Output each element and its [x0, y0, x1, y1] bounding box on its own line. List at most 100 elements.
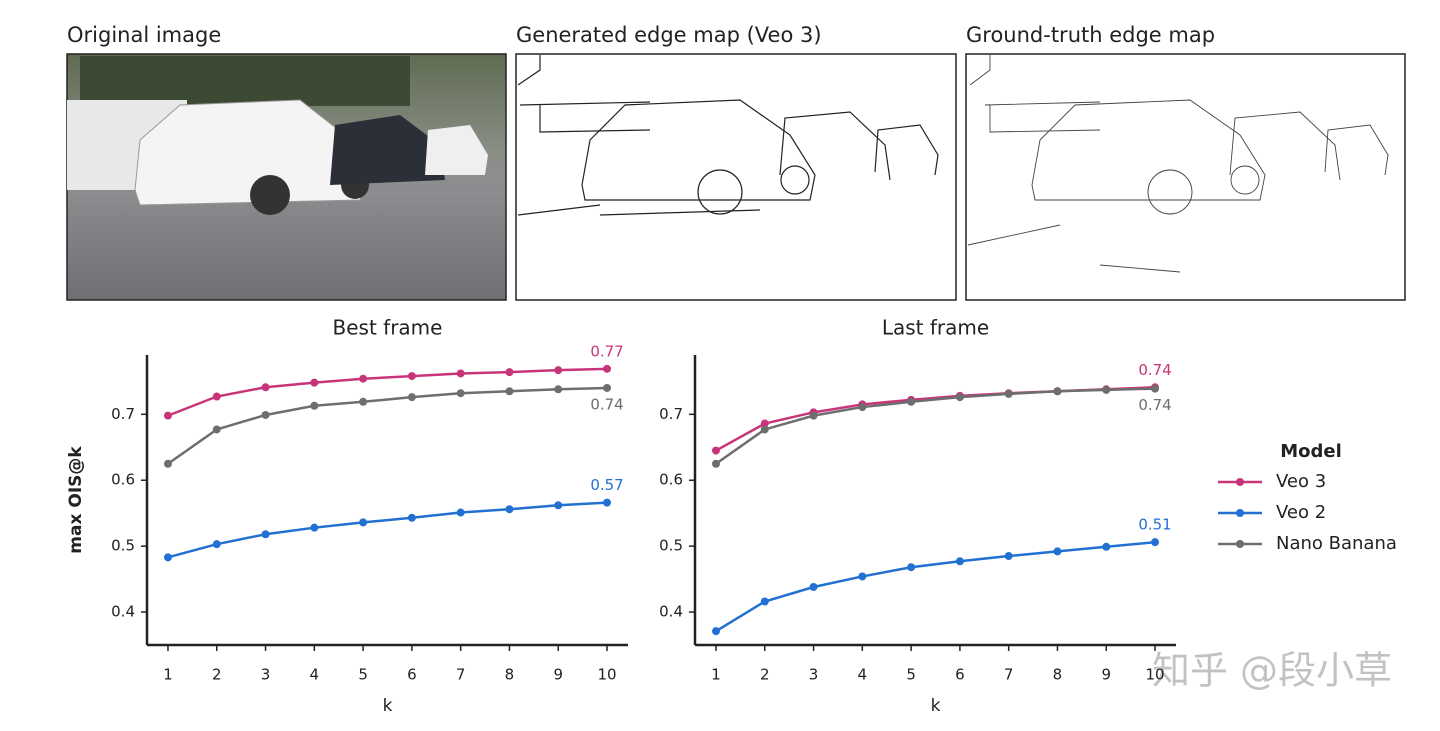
generated-edge-map [515, 53, 957, 301]
x-tick-label: 1 [163, 666, 173, 684]
point [809, 411, 818, 420]
value-label: 0.74 [590, 395, 623, 413]
chart-title: Last frame [882, 316, 989, 340]
point [1004, 389, 1013, 398]
series-line [167, 501, 608, 559]
point [1004, 552, 1013, 561]
point [407, 393, 416, 402]
y-tick-label: 0.6 [111, 471, 135, 489]
point [261, 530, 270, 539]
x-tick-label: 2 [760, 666, 770, 684]
legend-label: Veo 2 [1276, 502, 1326, 523]
point [456, 389, 465, 398]
point [1151, 538, 1160, 547]
point [907, 397, 916, 406]
point [1151, 384, 1160, 393]
x-tick-label: 8 [505, 666, 515, 684]
x-tick-label: 4 [858, 666, 868, 684]
point [1053, 547, 1062, 556]
point [261, 383, 270, 392]
x-tick-label: 5 [358, 666, 368, 684]
series-line [715, 386, 1156, 452]
point [907, 563, 916, 572]
point [1053, 387, 1062, 396]
ground-truth-edge-map [965, 53, 1406, 301]
legend-label: Nano Banana [1276, 533, 1397, 554]
x-tick-label: 3 [261, 666, 271, 684]
panel-title: Original image [67, 23, 221, 47]
point [711, 627, 720, 636]
x-tick-label: 9 [553, 666, 563, 684]
point [955, 393, 964, 402]
y-tick-label: 0.5 [659, 537, 683, 555]
point [505, 368, 514, 377]
point [163, 411, 172, 420]
point [554, 501, 563, 510]
y-tick-label: 0.7 [659, 405, 683, 423]
point [603, 383, 612, 392]
legend-label: Veo 3 [1276, 471, 1326, 492]
x-tick-label: 10 [597, 666, 616, 684]
legend-marker [1236, 478, 1244, 486]
point [711, 459, 720, 468]
point [261, 410, 270, 419]
x-tick-label: 7 [456, 666, 466, 684]
point [456, 508, 465, 517]
point [760, 419, 769, 428]
point [359, 518, 368, 527]
series-line [167, 367, 608, 417]
y-tick-label: 0.4 [111, 603, 135, 621]
x-tick-label: 6 [407, 666, 417, 684]
point [603, 364, 612, 373]
series-line [715, 540, 1156, 633]
point [955, 557, 964, 566]
point [858, 572, 867, 581]
value-label: 0.74 [1138, 361, 1171, 379]
point [505, 387, 514, 396]
point [359, 374, 368, 383]
x-tick-label: 9 [1101, 666, 1111, 684]
x-axis-label: k [931, 696, 941, 716]
point [1102, 542, 1111, 551]
point [554, 385, 563, 394]
point [407, 513, 416, 522]
x-tick-label: 3 [809, 666, 819, 684]
point [809, 583, 818, 591]
point [163, 553, 172, 562]
point [310, 378, 319, 387]
value-label: 0.51 [1138, 516, 1171, 534]
y-tick-label: 0.7 [111, 405, 135, 423]
point [505, 505, 514, 514]
x-tick-label: 7 [1004, 666, 1014, 684]
point [163, 459, 172, 468]
x-tick-label: 10 [1145, 666, 1164, 684]
point [456, 369, 465, 378]
panel-title: Ground-truth edge map [966, 23, 1215, 47]
series-line [167, 386, 608, 465]
panel-title: Generated edge map (Veo 3) [516, 23, 822, 47]
point [310, 523, 319, 532]
y-tick-label: 0.5 [111, 537, 135, 555]
value-label: 0.77 [590, 342, 623, 360]
x-axis-label: k [383, 696, 393, 716]
x-tick-label: 2 [212, 666, 222, 684]
value-label: 0.74 [1138, 396, 1171, 414]
legend-marker [1236, 509, 1244, 517]
point [212, 540, 221, 549]
chart-title: Best frame [333, 316, 443, 340]
watermark: 知乎 @段小草 [1152, 649, 1392, 693]
y-tick-label: 0.4 [659, 603, 683, 621]
value-label: 0.57 [590, 476, 623, 494]
point [858, 403, 867, 412]
point [407, 372, 416, 381]
legend-marker [1236, 540, 1244, 548]
x-tick-label: 4 [310, 666, 320, 684]
x-tick-label: 1 [711, 666, 721, 684]
y-axis-label: max OIS@k [66, 446, 86, 554]
legend-title: Model [1280, 441, 1342, 462]
point [760, 425, 769, 434]
y-tick-label: 0.6 [659, 471, 683, 489]
point [310, 401, 319, 410]
point [359, 397, 368, 406]
